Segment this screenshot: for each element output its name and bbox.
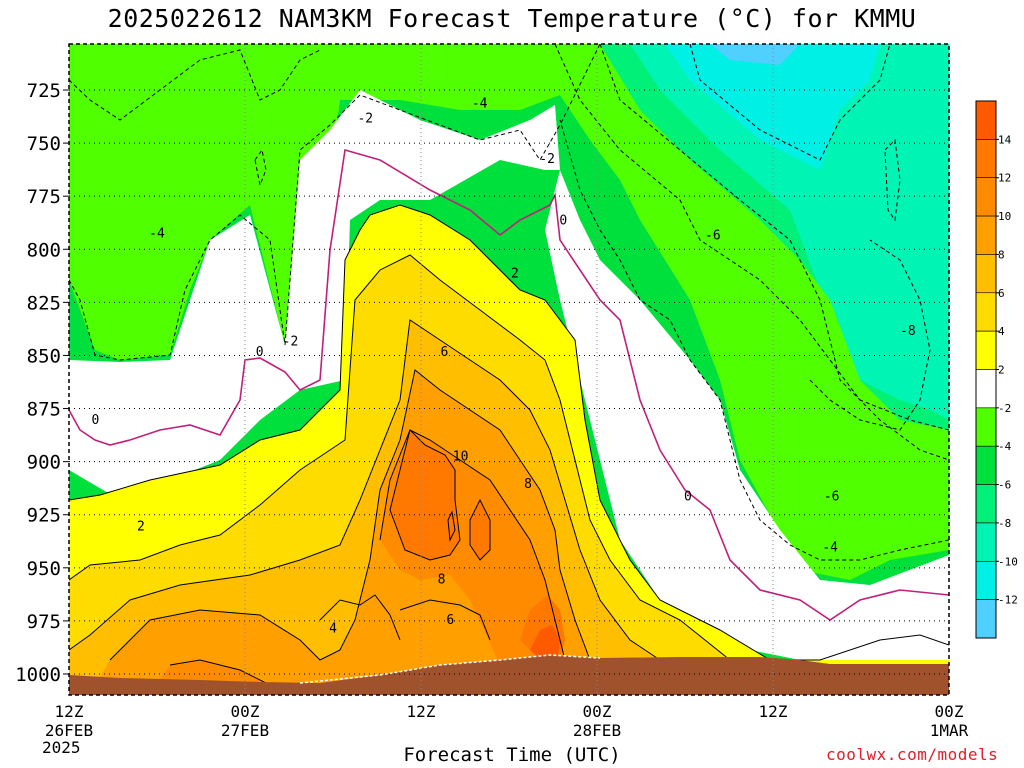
contour-labels: -2 -4 -2 -4 0 -6 2 0 -2 6 -8 0 10 8 0 -6 2 -4 8 4 6	[91, 97, 915, 637]
x-tick-label: 00Z	[231, 702, 260, 721]
vertical-gridlines	[244, 44, 774, 695]
plus10-region	[390, 430, 565, 660]
y-axis: 725 750 775 800 825 850 875 900 925 950 975 1000	[15, 80, 69, 686]
minus14-core	[710, 44, 800, 65]
minus8-region	[630, 44, 949, 420]
x-axis-label: Forecast Time (UTC)	[403, 744, 621, 766]
contour-label: 0	[559, 214, 567, 229]
colorbar-label: 4	[998, 325, 1005, 338]
y-tick-label: 850	[27, 345, 61, 367]
x-tick-label: 00Z	[935, 702, 964, 721]
colorbar-swatch	[975, 177, 997, 217]
colorbar-label: 14	[998, 133, 1012, 146]
colorbar-label: 10	[998, 210, 1011, 223]
colorbar-label: -8	[998, 517, 1011, 530]
contour-label: 6	[446, 613, 454, 628]
y-tick-label: 750	[27, 133, 61, 155]
colorbar-swatch	[975, 599, 997, 639]
plus6-region	[90, 370, 600, 695]
colorbar-label: -4	[998, 440, 1012, 453]
y-tick-label: 925	[27, 505, 61, 527]
contour-label: 2	[511, 267, 519, 282]
zero-isotherm	[69, 148, 949, 621]
contour-label: 0	[684, 490, 692, 505]
y-tick-label: 725	[27, 80, 61, 102]
colorbar-swatch	[975, 484, 997, 524]
contour-label: 10	[453, 449, 469, 464]
colorbar-label: -12	[998, 594, 1018, 607]
contour-label: -4	[822, 541, 838, 556]
y-tick-label: 1000	[15, 664, 61, 686]
y-tick-label: 800	[27, 239, 61, 261]
contour-label: 8	[438, 572, 446, 587]
y-tick-label: 775	[27, 186, 61, 208]
contour-label: 0	[91, 413, 99, 428]
x-tick-date-label: 1MAR	[930, 721, 969, 740]
colorbar-swatch	[975, 292, 997, 332]
contour-label: -2	[539, 152, 555, 167]
solid-isotherms	[69, 204, 949, 686]
colorbar-swatch	[975, 560, 997, 600]
chart-title: 2025022612 NAM3KM Forecast Temperature (…	[107, 4, 917, 33]
contour-field: -2 -4 -2 -4 0 -6 2 0 -2 6 -8 0 10 8 0 -6 2 -4 8 4 6	[69, 44, 949, 695]
watermark: coolwx.com/models	[826, 745, 999, 764]
contour-label: -4	[472, 97, 488, 112]
dashed-isotherms	[69, 44, 949, 561]
y-tick-label: 975	[27, 611, 61, 633]
colorbar-swatch	[975, 522, 997, 562]
contour-label: -4	[149, 226, 165, 241]
contour-label: -2	[283, 335, 299, 350]
x-tick-date-label: 26FEB	[45, 721, 93, 740]
terrain	[69, 655, 949, 695]
colorbar-swatch	[975, 254, 997, 294]
colorbar-swatch	[975, 139, 997, 179]
colorbar: 14 12 10 8 6 4 2 -2 -4 -6 -8 -10 -12	[975, 100, 1018, 639]
contour-label: 4	[329, 621, 337, 636]
contour-label: 0	[256, 345, 264, 360]
y-tick-label: 950	[27, 558, 61, 580]
colorbar-label: 8	[998, 248, 1005, 261]
plus14-core	[530, 625, 560, 660]
y-tick-label: 875	[27, 399, 61, 421]
colorbar-swatch	[975, 407, 997, 447]
colorbar-label: -2	[998, 402, 1011, 415]
x-tick-label: 00Z	[583, 702, 612, 721]
contour-label: -8	[900, 324, 916, 339]
x-tick-label: 12Z	[759, 702, 788, 721]
contour-label: 2	[137, 519, 145, 534]
year-label: 2025	[42, 738, 81, 757]
y-tick-label: 900	[27, 452, 61, 474]
zero-region	[69, 90, 949, 665]
contour-label: 6	[441, 345, 449, 360]
colorbar-swatch	[975, 330, 997, 370]
colorbar-swatch	[975, 215, 997, 255]
colorbar-label: 12	[998, 172, 1011, 185]
colorbar-label: 6	[998, 287, 1005, 300]
terrain-edge	[299, 654, 601, 684]
colorbar-label: -6	[998, 479, 1011, 492]
contour-label: -6	[824, 490, 840, 505]
minus12-region	[665, 44, 880, 170]
y-tick-label: 825	[27, 292, 61, 314]
colorbar-label: -10	[998, 555, 1018, 568]
contour-label: 8	[524, 477, 532, 492]
x-tick-date-label: 27FEB	[221, 721, 269, 740]
x-tick-label: 12Z	[407, 702, 436, 721]
plot-frame	[68, 43, 950, 696]
colorbar-swatch	[975, 100, 997, 140]
plus8-region	[150, 430, 565, 695]
colorbar-swatch	[975, 445, 997, 485]
x-tick-label: 12Z	[55, 702, 84, 721]
colorbar-swatch	[975, 369, 997, 409]
minus4-region	[69, 44, 949, 580]
contour-label: -6	[705, 228, 721, 243]
colorbar-label: 2	[998, 364, 1005, 377]
horizontal-gridlines	[69, 89, 949, 675]
x-tick-date-label: 28FEB	[573, 721, 621, 740]
contour-label: -2	[357, 112, 373, 127]
